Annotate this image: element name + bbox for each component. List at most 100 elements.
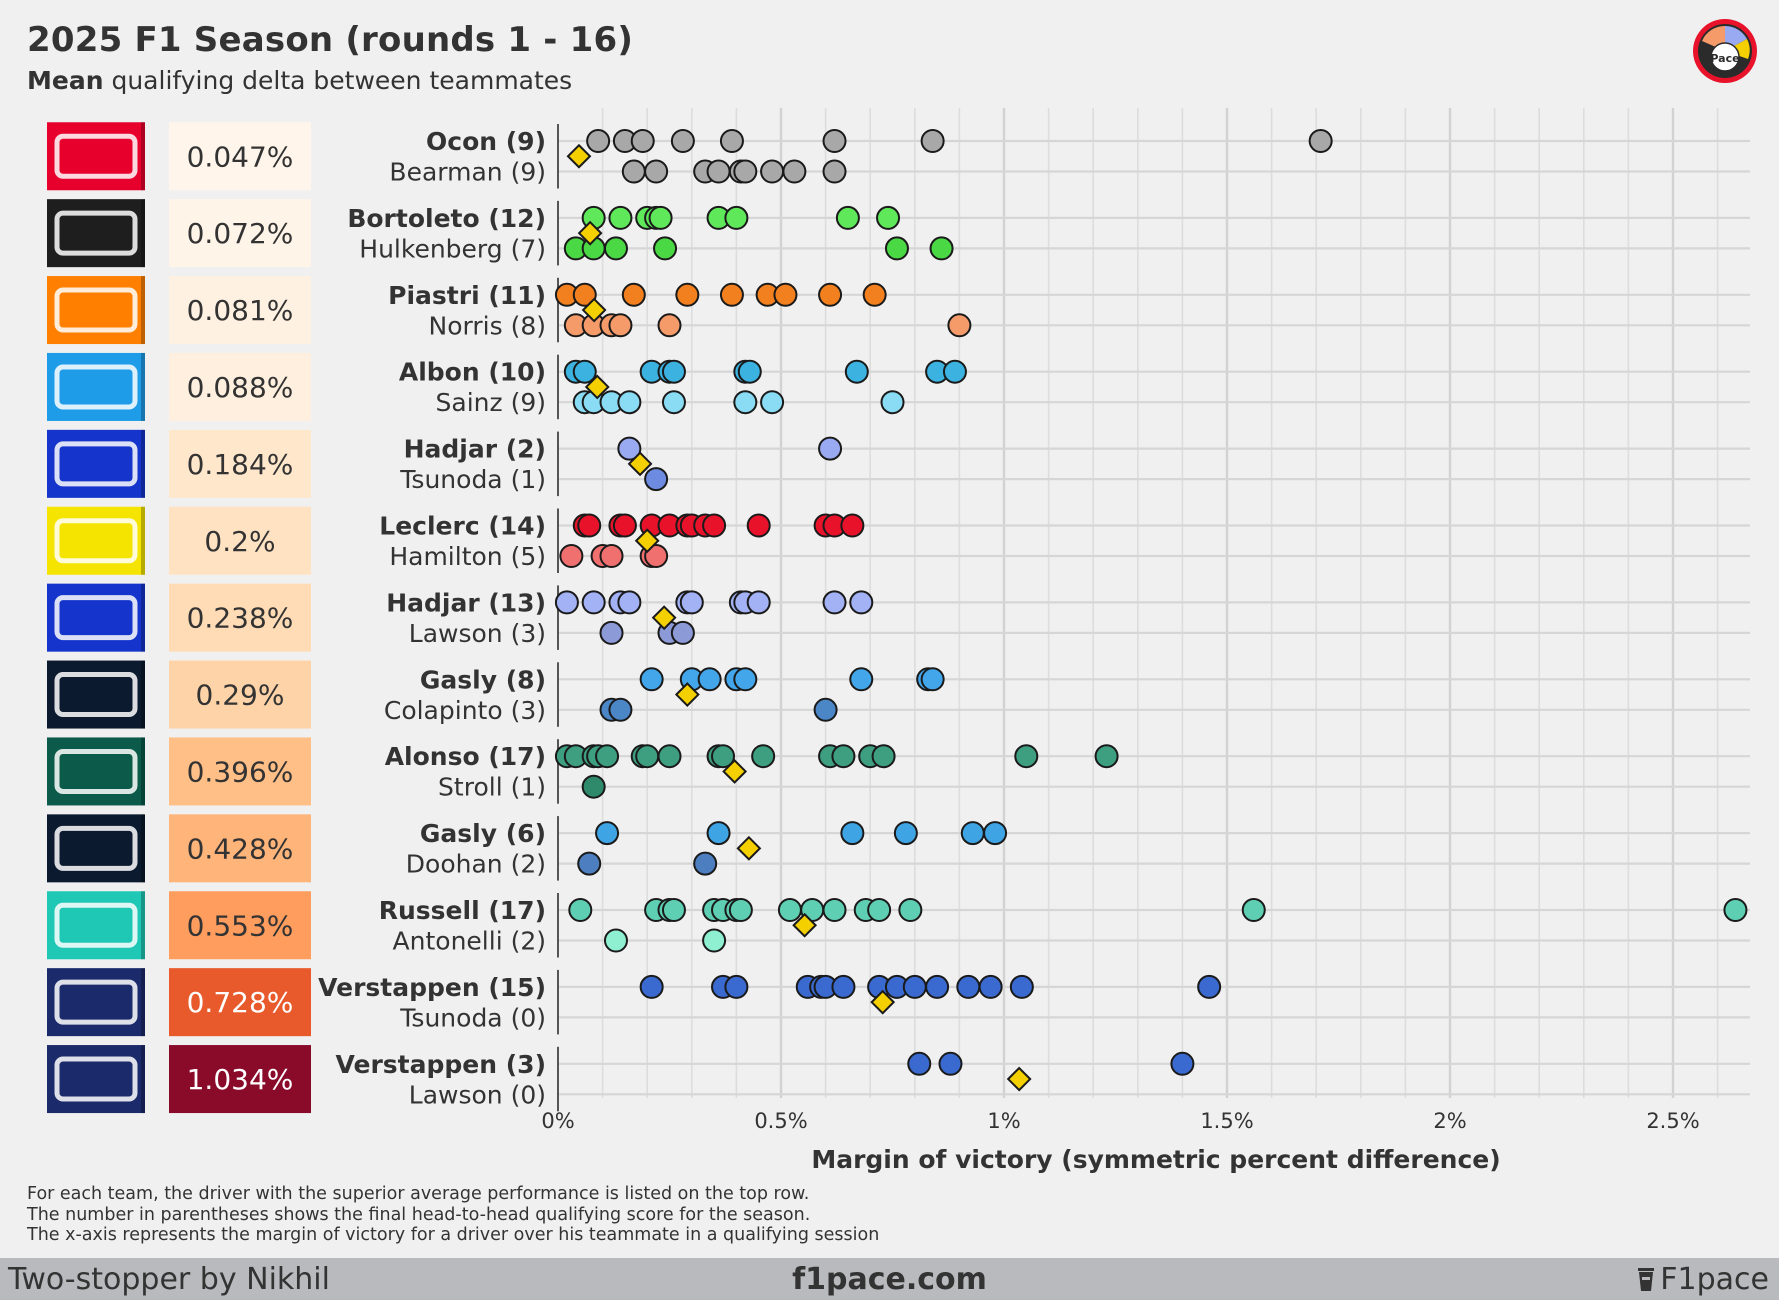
data-point-top [595, 744, 620, 769]
team-pair-row: 0.396% Alonso (17)Stroll (1) [47, 737, 1750, 806]
data-point-top [840, 821, 865, 846]
data-point-bottom [813, 697, 838, 722]
driver-label-bottom: Stroll (1) [438, 773, 546, 802]
data-point-top [639, 974, 664, 999]
data-point-bottom [693, 851, 718, 876]
logo-tile-bg [47, 583, 145, 652]
driver-label-top: Russell (17) [379, 896, 546, 925]
f1pace-logo-icon: Pace [1693, 19, 1757, 83]
data-point-top [978, 974, 1003, 999]
x-tick-label: 2% [1433, 1109, 1466, 1133]
mean-marker [584, 374, 610, 400]
footnote-line: For each team, the driver with the super… [27, 1184, 810, 1204]
mean-badge [169, 122, 311, 191]
logo-tile-shadow [141, 583, 145, 652]
footer-author: Two-stopper by Nikhil [8, 1262, 330, 1297]
mean-badge-label: 0.238% [187, 602, 294, 635]
data-point-top [697, 667, 722, 692]
logo-tile-mark [54, 518, 138, 564]
logo-tile-bg [47, 968, 145, 1037]
logo-tile-mark [54, 672, 138, 718]
driver-label-top: Hadjar (13) [386, 588, 546, 617]
logo-tile-mark [54, 133, 138, 179]
footnote-line: The number in parentheses shows the fina… [27, 1204, 811, 1225]
mean-badge-label: 0.2% [204, 525, 275, 558]
data-point-bottom [581, 774, 606, 799]
data-point-top [639, 667, 664, 692]
mean-badge [169, 352, 311, 421]
mean-badge [169, 199, 311, 268]
data-point-top [572, 282, 597, 307]
data-point-top [733, 667, 758, 692]
mean-badge [169, 506, 311, 575]
mean-badge-label: 0.081% [187, 294, 294, 327]
data-point-top [719, 129, 744, 153]
driver-label-bottom: Norris (8) [429, 311, 546, 340]
data-point-bottom [644, 159, 669, 184]
data-point-bottom [603, 928, 628, 953]
driver-label-bottom: Bearman (9) [389, 158, 546, 187]
driver-label-top: Albon (10) [399, 358, 546, 387]
logo-tile-bg [47, 737, 145, 806]
data-point-bottom [670, 620, 695, 645]
footer-brand-text: F1pace [1660, 1262, 1769, 1297]
data-point-bottom [884, 236, 909, 261]
data-point-top [728, 898, 753, 922]
data-point-top [661, 898, 686, 922]
logo-tile-shadow [141, 429, 145, 498]
alpine-logo-icon [47, 660, 145, 729]
mean-badge-label: 0.047% [187, 140, 294, 173]
driver-label-bottom: Antonelli (2) [393, 927, 546, 956]
mean-badge-label: 0.728% [187, 986, 294, 1019]
logo-tile-mark [54, 979, 138, 1025]
data-point-bottom [880, 390, 905, 415]
logo-tile-shadow [141, 506, 145, 575]
footnote-line: The x-axis represents the margin of vict… [27, 1225, 880, 1245]
mean-badge [169, 737, 311, 806]
data-point-top [893, 821, 918, 846]
mean-badge [169, 968, 311, 1037]
data-point-bottom [608, 697, 633, 722]
data-point-top [898, 898, 923, 922]
team-pair-row: 0.238% Hadjar (13)Lawson (3) [47, 583, 1750, 652]
data-point-bottom [733, 390, 758, 415]
data-point-top [1197, 974, 1222, 999]
driver-label-top: Piastri (11) [388, 281, 546, 310]
data-point-top [711, 744, 736, 769]
data-point-bottom [608, 313, 633, 338]
logo-tile-bg [47, 352, 145, 421]
footer-brand: F1pace [1636, 1262, 1769, 1297]
mean-marker [566, 143, 592, 169]
logo-tile-shadow [141, 199, 145, 268]
data-point-top [849, 590, 874, 615]
mean-badge [169, 276, 311, 345]
mclaren-logo-icon [47, 276, 145, 345]
data-point-top [902, 974, 927, 999]
logo-tile-bg [47, 891, 145, 960]
driver-label-bottom: Lawson (0) [409, 1080, 546, 1109]
driver-label-top: Leclerc (14) [379, 512, 546, 541]
driver-label-top: Verstappen (15) [318, 973, 546, 1002]
data-point-bottom [653, 236, 678, 261]
data-point-top [925, 974, 950, 999]
data-point-top [1241, 898, 1266, 922]
data-point-top [617, 436, 642, 461]
mean-badge [169, 583, 311, 652]
data-point-bottom [657, 313, 682, 338]
logo-tile-bg [47, 660, 145, 729]
logo-tile-mark [54, 1056, 138, 1102]
mean-badge-label: 0.29% [196, 679, 285, 712]
mean-badge [169, 429, 311, 498]
logo-tile-shadow [141, 276, 145, 345]
team-pair-row: 0.728% Verstappen (15)Tsunoda (0) [47, 968, 1750, 1037]
logo-tile-bg [47, 814, 145, 883]
x-tick-label: 0.5% [754, 1109, 807, 1133]
logo-tile-shadow [141, 352, 145, 421]
data-point-top [617, 590, 642, 615]
data-point-top [661, 359, 686, 384]
data-point-bottom [599, 620, 624, 645]
footer-website[interactable]: f1pace.com [792, 1262, 987, 1297]
logo-tile-shadow [141, 660, 145, 729]
data-point-top [554, 590, 579, 615]
data-point-bottom [702, 928, 727, 953]
